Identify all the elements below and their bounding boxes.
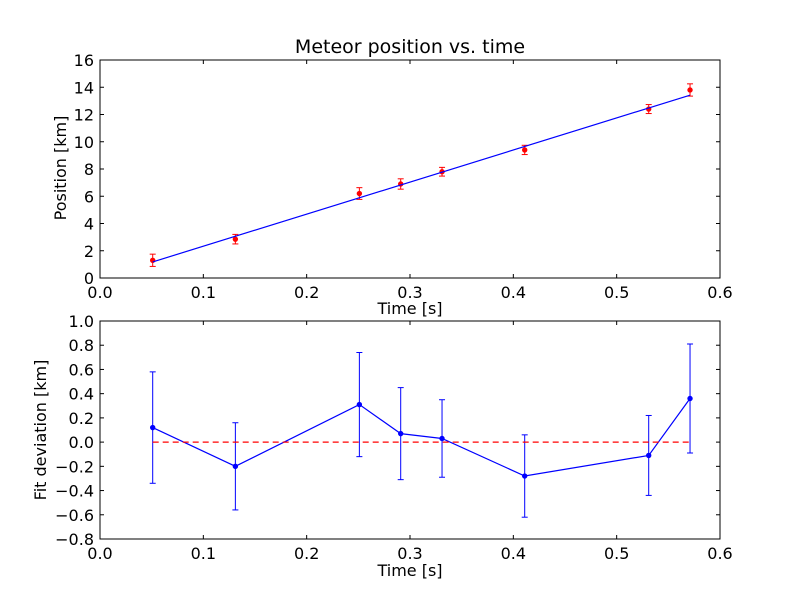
- data-point: [232, 463, 239, 470]
- y-tick-label: 16: [74, 51, 94, 70]
- y-tick-label: 0.0: [69, 433, 94, 452]
- x-tick-label: 0.5: [604, 544, 629, 563]
- y-tick-label: 2: [84, 242, 94, 261]
- x-tick-label: 0.1: [191, 544, 216, 563]
- position-chart: Meteor position vs. time Time [s] Positi…: [51, 36, 733, 318]
- y-tick-label: 10: [74, 133, 94, 152]
- x-tick-label: 0.4: [501, 283, 526, 302]
- data-point: [356, 190, 363, 197]
- fit-deviation-chart: Time [s] Fit deviation [km] 0.0 0.1 0.2 0.3…: [31, 312, 733, 580]
- y-tick-label: 1.0: [69, 312, 94, 331]
- x-tick-label: 0.3: [397, 283, 422, 302]
- y-tick-label: 0: [84, 269, 94, 288]
- x-axis-label: Time [s]: [376, 561, 442, 580]
- x-tick-label: 0.3: [397, 544, 422, 563]
- data-point: [232, 236, 239, 242]
- y-tick-label: 0.8: [69, 336, 94, 355]
- x-axis-label: Time [s]: [376, 299, 442, 318]
- x-tick-label: 0.0: [87, 283, 112, 302]
- y-tick-label: 6: [84, 187, 94, 206]
- x-tick-label: 0.0: [87, 544, 112, 563]
- x-tick-label: 0.6: [707, 283, 732, 302]
- data-point: [439, 435, 445, 442]
- y-tick-label: 4: [84, 215, 94, 234]
- x-tick-label: 0.5: [604, 283, 629, 302]
- y-tick-label: 12: [74, 106, 94, 125]
- y-tick-label: −0.2: [55, 457, 94, 476]
- y-tick-label: 0.4: [69, 385, 94, 404]
- y-tick-label: 8: [84, 160, 94, 179]
- data-point: [522, 147, 528, 153]
- data-point: [687, 395, 693, 402]
- x-tick-label: 0.6: [707, 544, 732, 563]
- data-point: [646, 452, 652, 459]
- fit-line: [152, 94, 691, 263]
- x-tick-label: 0.4: [501, 544, 526, 563]
- data-point: [356, 401, 363, 408]
- data-point: [522, 473, 528, 479]
- y-axis-label: Position [km]: [51, 116, 70, 221]
- y-tick-label: 0.2: [69, 409, 94, 428]
- x-tick-label: 0.2: [294, 283, 319, 302]
- y-tick-label: −0.6: [55, 506, 94, 525]
- deviation-line: [152, 398, 691, 477]
- x-tick-label: 0.2: [294, 544, 319, 563]
- y-tick-label: −0.8: [55, 530, 94, 549]
- y-tick-label: −0.4: [55, 482, 94, 501]
- data-point: [150, 424, 156, 431]
- y-tick-label: 14: [74, 78, 94, 97]
- x-tick-label: 0.1: [191, 283, 216, 302]
- chart-title: Meteor position vs. time: [295, 36, 525, 58]
- data-point: [398, 430, 404, 437]
- y-axis-label: Fit deviation [km]: [31, 360, 50, 501]
- y-tick-label: 0.6: [69, 360, 94, 379]
- data-point: [687, 87, 693, 93]
